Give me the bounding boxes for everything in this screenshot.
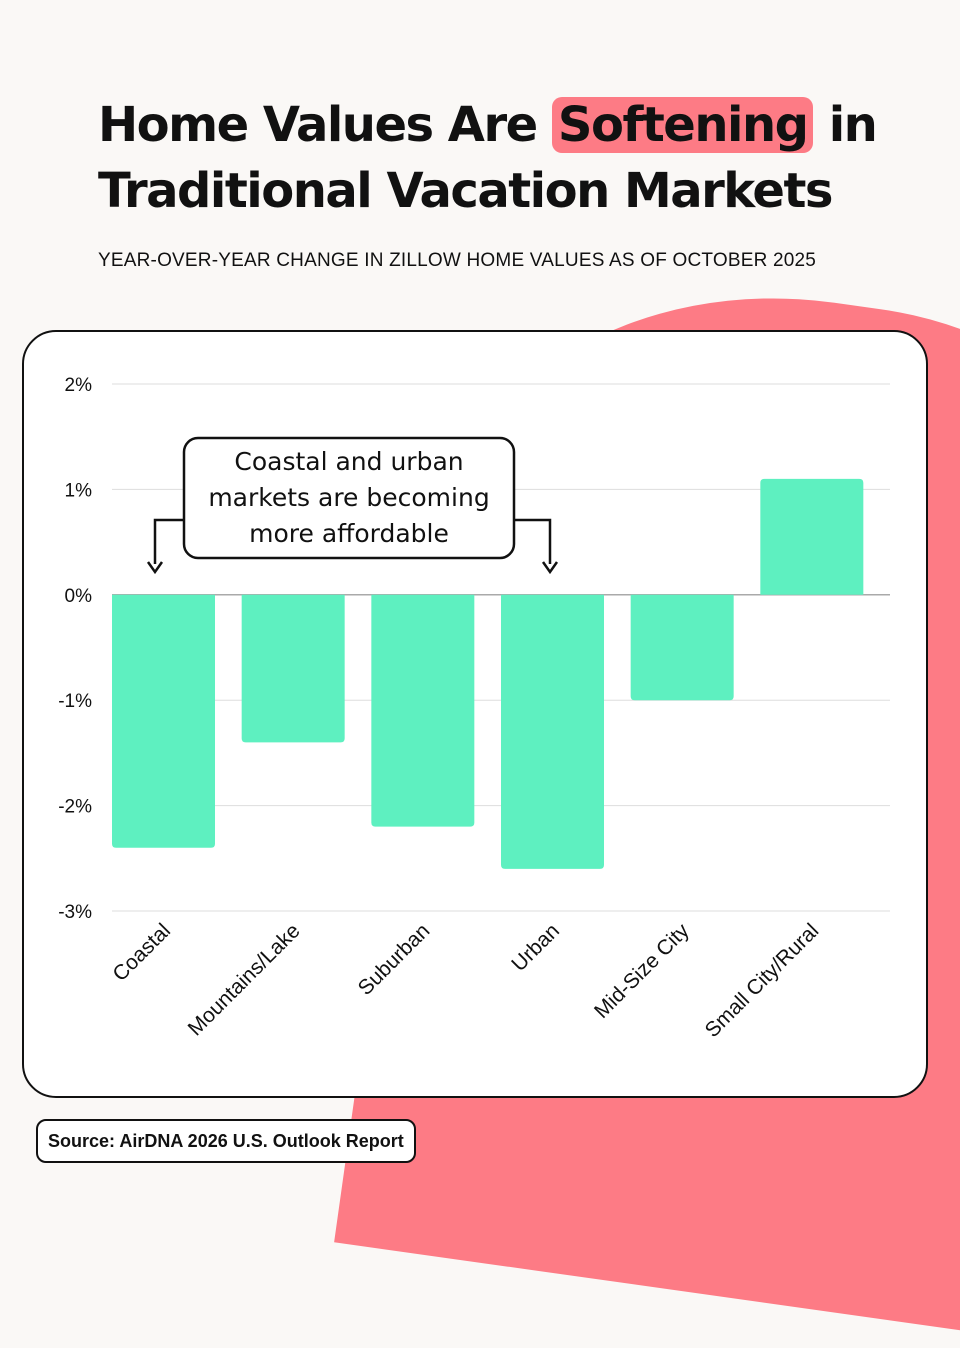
bar: [760, 478, 864, 595]
title-part-2: in Traditional Vacation Markets: [98, 97, 878, 219]
annotation-callout: Coastal and urban markets are becoming mor…: [146, 436, 559, 575]
subtitle: YEAR-OVER-YEAR CHANGE IN ZILLOW HOME VAL…: [98, 250, 817, 271]
title-part-1: Home Values Are: [98, 97, 552, 153]
y-tick-label: 0%: [65, 586, 93, 607]
y-tick-label: 1%: [65, 480, 93, 501]
bar: [501, 594, 604, 869]
bar: [630, 594, 734, 701]
bar-chart: 2% 1% 0% -1% -2% -3% Coastal Mountains/Lake Subu…: [58, 375, 890, 1042]
y-tick-label: -2%: [58, 797, 92, 818]
y-tick-label: -3%: [58, 902, 92, 923]
arrow-line-right: [514, 518, 552, 564]
y-tick-label: 2%: [65, 375, 93, 396]
source-note: Source: AirDNA 2026 U.S. Outlook Report: [36, 1119, 416, 1163]
annotation-text: markets are becoming: [208, 483, 489, 512]
x-tick-label: Coastal: [108, 919, 175, 986]
bar: [112, 594, 215, 848]
annotation-box: [182, 436, 516, 560]
annotation-text: more affordable: [249, 519, 449, 548]
title-highlight: Softening: [551, 97, 814, 153]
bar: [371, 594, 475, 827]
x-tick-label: Mountains/Lake: [184, 919, 305, 1040]
page-title: Home Values Are Softening in Traditional…: [98, 92, 918, 224]
arrow-head-left: [146, 561, 164, 575]
chart-card: 2% 1% 0% -1% -2% -3% Coastal Mountains/Lake Subu…: [22, 330, 928, 1098]
arrow-head-right: [541, 561, 559, 575]
annotation-text: Coastal and urban: [234, 447, 463, 476]
x-tick-label: Suburban: [354, 919, 435, 1000]
x-tick-label: Urban: [507, 919, 564, 976]
x-tick-label: Mid-Size City: [590, 919, 694, 1023]
y-tick-label: -1%: [58, 691, 92, 712]
bar: [241, 594, 345, 743]
x-tick-label: Small City/Rural: [701, 919, 824, 1042]
arrow-line-left: [153, 518, 184, 564]
